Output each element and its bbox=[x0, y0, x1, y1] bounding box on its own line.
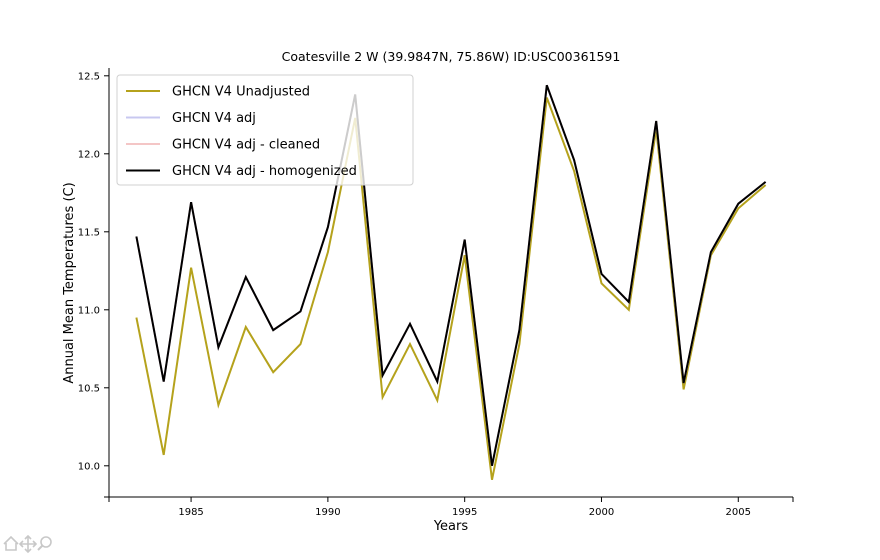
x-tick-label: 1985 bbox=[178, 507, 203, 518]
chart-title: Coatesville 2 W (39.9847N, 75.86W) ID:US… bbox=[282, 49, 621, 64]
legend-label: GHCN V4 adj bbox=[172, 111, 256, 126]
home-icon[interactable] bbox=[3, 535, 19, 551]
y-tick-label: 10.5 bbox=[78, 383, 100, 394]
x-tick-label: 1990 bbox=[315, 507, 340, 518]
y-axis-title: Annual Mean Temperatures (C) bbox=[62, 182, 77, 383]
y-tick-label: 11.5 bbox=[78, 227, 100, 238]
x-tick-label: 2005 bbox=[726, 507, 751, 518]
axes: 1985 1990 1995 2000 2005 10.0 10.5 11.0 11.5 12.… bbox=[78, 68, 794, 518]
y-tick-label: 12.0 bbox=[78, 149, 100, 160]
y-tick-label: 11.0 bbox=[78, 305, 100, 316]
y-tick-label: 10.0 bbox=[78, 461, 100, 472]
legend-box bbox=[116, 74, 414, 186]
legend-label: GHCN V4 adj - cleaned bbox=[172, 138, 320, 153]
navigation-toolbar bbox=[2, 534, 62, 554]
pan-icon[interactable] bbox=[18, 534, 38, 554]
legend: GHCN V4 Unadjusted GHCN V4 adj GHCN V4 adj… bbox=[116, 74, 414, 186]
x-tick-label: 1995 bbox=[452, 507, 477, 518]
legend-label: GHCN V4 Unadjusted bbox=[172, 85, 310, 100]
legend-label: GHCN V4 adj - homogenized bbox=[172, 164, 357, 179]
x-ticks: 1985 1990 1995 2000 2005 bbox=[108, 497, 794, 518]
y-ticks: 10.0 10.5 11.0 11.5 12.0 12.5 bbox=[78, 71, 109, 498]
x-tick-label: 2000 bbox=[589, 507, 614, 518]
series-line-ghcn-v4-adj-homogenized bbox=[135, 84, 767, 466]
zoom-icon[interactable] bbox=[37, 536, 52, 551]
y-tick-label: 12.5 bbox=[78, 71, 100, 82]
x-axis-title: Years bbox=[433, 519, 469, 534]
series-lines bbox=[135, 84, 767, 480]
